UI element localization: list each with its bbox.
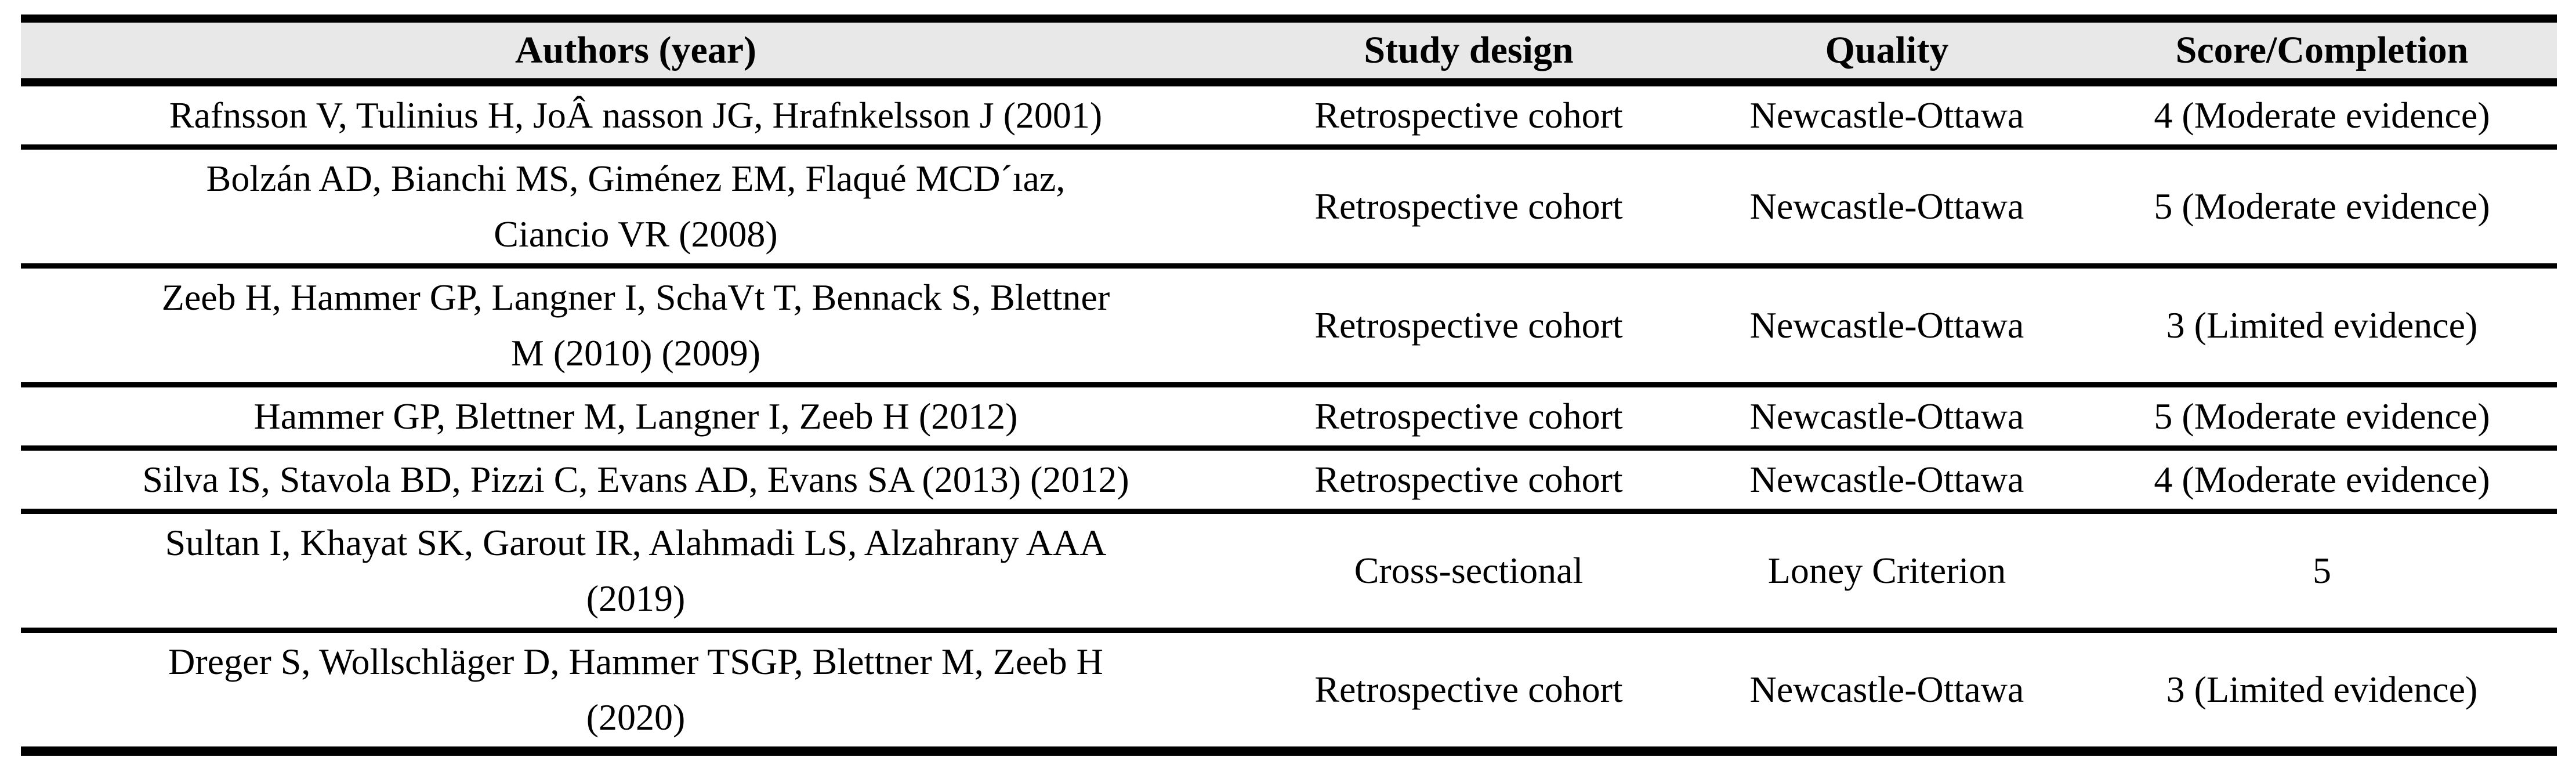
quality-cell: Newcastle-Ottawa	[1749, 305, 2024, 346]
authors-cell: Dreger S, Wollschläger D, Hammer TSGP, B…	[168, 641, 1103, 738]
score-cell: 3 (Limited evidence)	[2166, 305, 2478, 346]
col-header-quality: Quality	[1825, 29, 1949, 71]
authors-cell: Bolzán AD, Bianchi MS, Giménez EM, Flaqu…	[206, 158, 1066, 255]
table-row: Silva IS, Stavola BD, Pizzi C, Evans AD,…	[21, 448, 2557, 512]
authors-cell: Rafnsson V, Tulinius H, JoÂ nasson JG, H…	[169, 95, 1103, 136]
study-design-cell: Retrospective cohort	[1314, 459, 1623, 500]
col-header-score-completion: Score/Completion	[2175, 29, 2469, 71]
header-row: Authors (year) Study design Quality Scor…	[21, 19, 2557, 82]
col-header-authors: Authors (year)	[515, 29, 757, 71]
score-cell: 5	[2313, 550, 2331, 591]
authors-cell: Zeeb H, Hammer GP, Langner I, SchaVt T, …	[161, 277, 1110, 374]
quality-cell: Loney Criterion	[1767, 550, 2006, 591]
table-row: Dreger S, Wollschläger D, Hammer TSGP, B…	[21, 630, 2557, 752]
study-design-cell: Retrospective cohort	[1314, 305, 1623, 346]
table-row: Zeeb H, Hammer GP, Langner I, SchaVt T, …	[21, 266, 2557, 385]
quality-cell: Newcastle-Ottawa	[1749, 95, 2024, 136]
table-row: Bolzán AD, Bianchi MS, Giménez EM, Flaqu…	[21, 147, 2557, 266]
authors-cell: Silva IS, Stavola BD, Pizzi C, Evans AD,…	[142, 459, 1129, 500]
authors-cell: Hammer GP, Blettner M, Langner I, Zeeb H…	[253, 396, 1018, 437]
study-design-cell: Retrospective cohort	[1314, 95, 1623, 136]
quality-cell: Newcastle-Ottawa	[1749, 459, 2024, 500]
quality-cell: Newcastle-Ottawa	[1749, 186, 2024, 227]
col-header-study-design: Study design	[1364, 29, 1574, 71]
score-cell: 5 (Moderate evidence)	[2154, 186, 2490, 227]
study-design-cell: Retrospective cohort	[1314, 396, 1623, 437]
quality-cell: Newcastle-Ottawa	[1749, 669, 2024, 710]
table-row: Rafnsson V, Tulinius H, JoÂ nasson JG, H…	[21, 82, 2557, 147]
score-cell: 4 (Moderate evidence)	[2154, 95, 2490, 136]
table-row: Hammer GP, Blettner M, Langner I, Zeeb H…	[21, 385, 2557, 448]
study-quality-table: Authors (year) Study design Quality Scor…	[21, 15, 2557, 756]
score-cell: 3 (Limited evidence)	[2166, 669, 2478, 710]
authors-cell: Sultan I, Khayat SK, Garout IR, Alahmadi…	[165, 522, 1107, 619]
score-cell: 5 (Moderate evidence)	[2154, 396, 2490, 437]
study-design-cell: Retrospective cohort	[1314, 669, 1623, 710]
quality-cell: Newcastle-Ottawa	[1749, 396, 2024, 437]
table-row: Sultan I, Khayat SK, Garout IR, Alahmadi…	[21, 512, 2557, 630]
study-design-cell: Cross-sectional	[1354, 550, 1584, 591]
score-cell: 4 (Moderate evidence)	[2154, 459, 2490, 500]
study-design-cell: Retrospective cohort	[1314, 186, 1623, 227]
